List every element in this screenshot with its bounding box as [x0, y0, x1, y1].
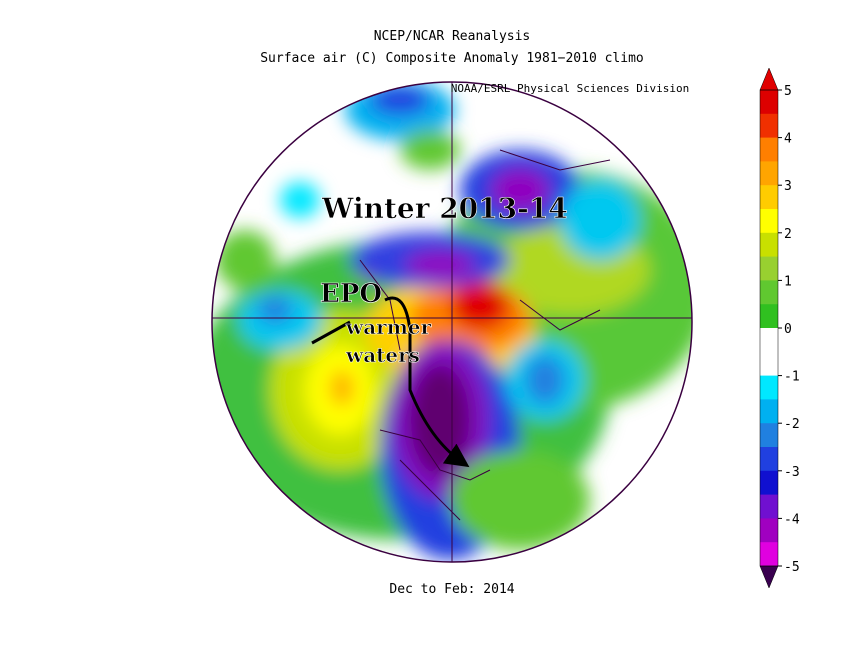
colorbar-segment	[760, 494, 778, 519]
colorbar-segment	[760, 90, 778, 115]
credit: NOAA/ESRL Physical Sciences Division	[451, 82, 689, 95]
index-label: EPO	[320, 279, 382, 309]
colorbar-segment	[760, 351, 778, 377]
colorbar-segment	[760, 232, 778, 258]
colorbar-tick-label: 4	[784, 132, 792, 147]
colorbar-segment	[760, 375, 778, 400]
colorbar-tick-label: -1	[784, 370, 800, 385]
season-label: Winter 2013-14	[321, 192, 568, 225]
colorbar-segment	[760, 256, 778, 281]
title: NCEP/NCAR Reanalysis	[374, 29, 531, 44]
colorbar-segment	[760, 161, 778, 186]
colorbar: 5 4 3 2 1 0 -1 -2 -3 -4 -5	[759, 67, 800, 589]
note-label: waters	[345, 343, 420, 367]
globe-outline	[211, 81, 693, 563]
colorbar-tick-label: 1	[784, 274, 792, 289]
colorbar-segment	[760, 185, 778, 210]
colorbar-segment	[760, 209, 778, 234]
colorbar-tick-label: -5	[784, 560, 800, 575]
colorbar-segment	[760, 542, 778, 567]
note-label: warmer	[345, 315, 432, 339]
colorbar-tick-label: -2	[784, 417, 800, 432]
colorbar-tick-label: 3	[784, 179, 792, 194]
annotation-arrow	[311, 296, 462, 462]
colorbar-under	[759, 565, 779, 589]
colorbar-tick-label: 0	[784, 322, 792, 337]
colorbar-segment	[760, 304, 778, 329]
colorbar-segment	[760, 399, 778, 424]
colorbar-over	[759, 67, 779, 91]
colorbar-tick-label: 5	[784, 84, 792, 99]
colorbar-segment	[760, 423, 778, 448]
colorbar-segment	[760, 328, 778, 353]
colorbar-segment	[760, 447, 778, 472]
colorbar-segment	[760, 137, 778, 162]
colorbar-segment	[760, 470, 778, 496]
colorbar-tick-label: -4	[784, 512, 800, 527]
footer: Dec to Feb: 2014	[389, 582, 514, 597]
map	[212, 82, 692, 562]
colorbar-segment	[760, 518, 778, 543]
colorbar-tick-label: 2	[784, 227, 792, 242]
subtitle: Surface air (C) Composite Anomaly 1981−2…	[260, 51, 644, 66]
colorbar-tick-label: -3	[784, 465, 800, 480]
colorbar-segment	[760, 113, 778, 139]
colorbar-segment	[760, 280, 778, 305]
